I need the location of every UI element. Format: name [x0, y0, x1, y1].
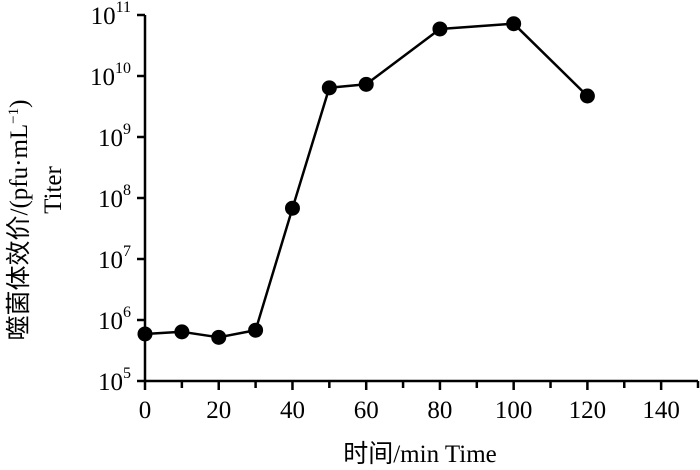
plot-area — [137, 16, 595, 345]
y-tick-label-base: 10 — [90, 64, 115, 91]
x-tick-label: 140 — [642, 397, 680, 424]
data-point — [211, 329, 227, 345]
x-tick-label: 60 — [354, 397, 379, 424]
data-point — [358, 76, 374, 92]
y-tick-label: 105 — [98, 365, 131, 396]
data-point — [248, 322, 264, 338]
y-tick-label-base: 10 — [98, 247, 123, 274]
y-axis-label-cn-sup: −1 — [6, 108, 22, 124]
y-tick-label: 1010 — [90, 60, 131, 91]
x-tick-label: 80 — [427, 397, 452, 424]
x-axis-label: 时间/min Time — [343, 440, 497, 468]
x-tick-label: 40 — [280, 397, 305, 424]
data-point — [137, 326, 153, 342]
data-point — [284, 200, 300, 216]
x-tick-label: 0 — [139, 397, 152, 424]
y-tick-label-base: 10 — [98, 308, 123, 335]
data-point — [432, 21, 448, 37]
data-point — [506, 16, 522, 32]
y-axis-label-en: Titer — [40, 165, 67, 213]
y-axis-label-cn-close: ) — [6, 100, 33, 108]
y-tick-label-base: 10 — [98, 186, 123, 213]
y-tick-label-base: 10 — [98, 125, 123, 152]
y-tick-label: 107 — [98, 243, 131, 274]
y-tick-label: 108 — [98, 182, 131, 213]
y-tick-label-exponent: 9 — [123, 121, 131, 138]
data-point — [321, 80, 337, 96]
y-axis-label-cn: 噬菌体效价/(pfu·mL−1) — [5, 100, 33, 341]
y-tick-label-exponent: 8 — [123, 182, 131, 199]
y-tick-label-base: 10 — [98, 369, 123, 396]
x-tick-label: 20 — [206, 397, 231, 424]
x-tick-label: 100 — [495, 397, 533, 424]
y-tick-label: 106 — [98, 304, 131, 335]
y-axis-label-cn-main: 噬菌体效价/(pfu·mL — [5, 124, 33, 341]
x-tick-label: 120 — [569, 397, 607, 424]
y-tick-label: 109 — [98, 121, 131, 152]
data-point — [579, 88, 595, 104]
y-tick-label-base: 10 — [91, 3, 116, 30]
y-tick-label-exponent: 5 — [123, 365, 131, 382]
y-tick-label-exponent: 11 — [116, 0, 131, 16]
y-tick-label-exponent: 7 — [123, 243, 131, 260]
series-line — [144, 22, 589, 339]
data-point — [174, 324, 190, 340]
x-axis: 0 20 40 60 80 100 120 140 — [139, 379, 700, 424]
y-tick-label-exponent: 10 — [115, 60, 131, 77]
y-tick-label-exponent: 6 — [123, 304, 131, 321]
y-tick-label: 1011 — [91, 0, 131, 30]
